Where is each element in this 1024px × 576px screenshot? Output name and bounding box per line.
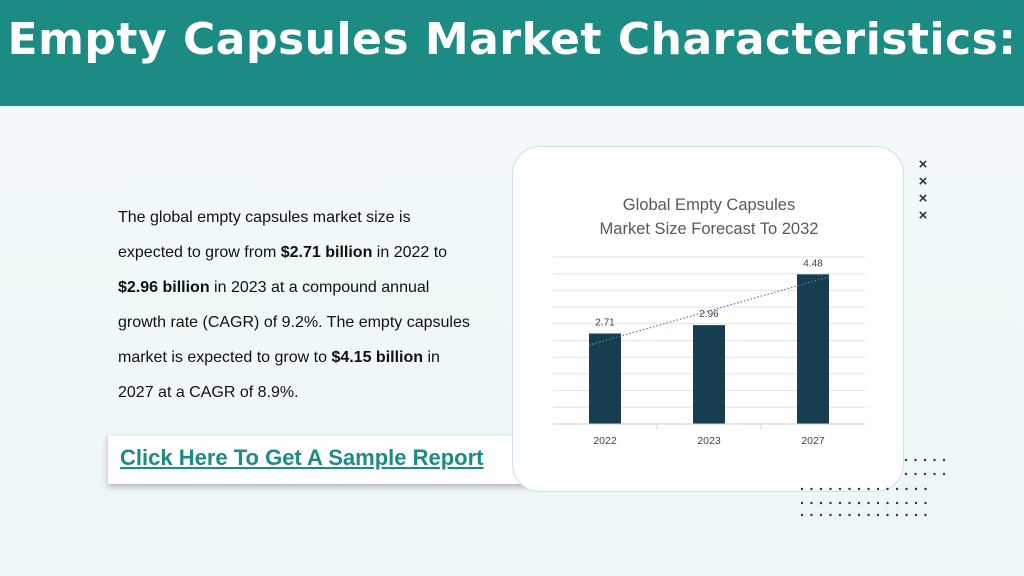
decor-dot	[838, 513, 842, 517]
chart-title-line-1: Global Empty Capsules	[622, 196, 796, 214]
decor-dot	[810, 501, 813, 505]
description-text-1: The global empty capsules market size is…	[118, 209, 411, 261]
decor-dot	[876, 501, 880, 505]
data-label: 2.96	[699, 309, 719, 320]
decor-dot	[914, 501, 918, 505]
decor-dot	[905, 487, 908, 491]
decor-dot	[800, 501, 804, 505]
decor-dot	[829, 487, 832, 491]
x-mark-icon: ×	[918, 207, 928, 224]
decor-dot	[857, 487, 861, 491]
decor-dot	[886, 501, 889, 505]
decor-dot	[895, 501, 899, 505]
bar-chart: 2.71 2022 2.96 2023 4.48 2027	[553, 256, 865, 447]
decor-dot	[819, 487, 823, 491]
decor-dot	[923, 472, 927, 476]
x-tick-label: 2023	[697, 435, 721, 447]
decor-dot	[819, 513, 823, 517]
decor-dot	[867, 513, 870, 517]
decor-dot	[914, 458, 917, 462]
decor-dot	[867, 487, 870, 491]
decor-dot	[914, 487, 918, 491]
decor-dot	[924, 513, 927, 517]
decor-dot	[848, 501, 851, 505]
decor-dot	[829, 513, 832, 517]
decor-dot	[933, 472, 936, 476]
decor-dot	[914, 472, 917, 476]
description-text-3: in 2023 at a compound annual growth rate…	[118, 279, 470, 366]
decor-dot	[923, 458, 927, 462]
bar	[693, 325, 725, 424]
decor-dot	[924, 487, 927, 491]
bar	[797, 274, 829, 424]
data-label: 4.48	[803, 258, 823, 269]
sample-report-link[interactable]: Click Here To Get A Sample Report	[120, 445, 484, 470]
decor-dot	[800, 513, 804, 517]
decor-dot	[942, 458, 946, 462]
decor-dot	[895, 513, 899, 517]
decor-dot	[867, 501, 870, 505]
decor-dot	[933, 458, 936, 462]
x-marks-decoration: × × × ×	[916, 156, 930, 224]
decor-dot	[838, 487, 842, 491]
decor-dot	[904, 472, 908, 476]
decor-dot	[914, 513, 918, 517]
x-mark-icon: ×	[918, 156, 928, 173]
decor-dot	[857, 513, 861, 517]
chart-title-line-2: Market Size Forecast To 2032	[599, 220, 819, 238]
description-text-2: in 2022 to	[372, 244, 448, 261]
page-title: Empty Capsules Market Characteristics:	[7, 14, 1017, 65]
decor-dot	[905, 501, 908, 505]
decor-dot	[904, 458, 908, 462]
x-mark-icon: ×	[918, 173, 928, 190]
x-mark-icon: ×	[918, 190, 928, 207]
decor-dot	[829, 501, 832, 505]
trend-line	[588, 276, 830, 346]
dot-grid-decoration	[800, 458, 946, 517]
data-label: 2.71	[595, 317, 615, 328]
market-description: The global empty capsules market size is…	[118, 200, 478, 410]
decor-dot	[895, 487, 899, 491]
decor-dot	[800, 487, 804, 491]
decor-dot	[819, 501, 823, 505]
decor-dot	[876, 487, 880, 491]
decor-dot	[810, 487, 813, 491]
decor-dot	[905, 513, 908, 517]
decor-dot	[838, 501, 842, 505]
x-tick-label: 2027	[801, 435, 825, 447]
decor-dot	[924, 501, 927, 505]
value-2027: $4.15 billion	[331, 349, 424, 366]
decor-dot	[942, 472, 946, 476]
decor-dot	[857, 501, 861, 505]
decor-dot	[886, 487, 889, 491]
decor-dot	[810, 513, 813, 517]
sample-report-box[interactable]: Click Here To Get A Sample Report	[106, 436, 530, 484]
chart-title: Global Empty Capsules Market Size Foreca…	[513, 193, 905, 241]
decor-dot	[848, 513, 851, 517]
x-tick-label: 2022	[593, 435, 617, 447]
decor-dot	[848, 487, 851, 491]
bar	[589, 333, 621, 424]
decor-dot	[886, 513, 889, 517]
header-banner: Empty Capsules Market Characteristics:	[0, 0, 1024, 106]
description-text-4: in 2027 at a CAGR of 8.9%.	[118, 349, 440, 401]
value-2022: $2.71 billion	[280, 244, 373, 261]
value-2023: $2.96 billion	[118, 279, 210, 296]
decor-dot	[876, 513, 880, 517]
chart-card: Global Empty Capsules Market Size Foreca…	[512, 146, 904, 492]
